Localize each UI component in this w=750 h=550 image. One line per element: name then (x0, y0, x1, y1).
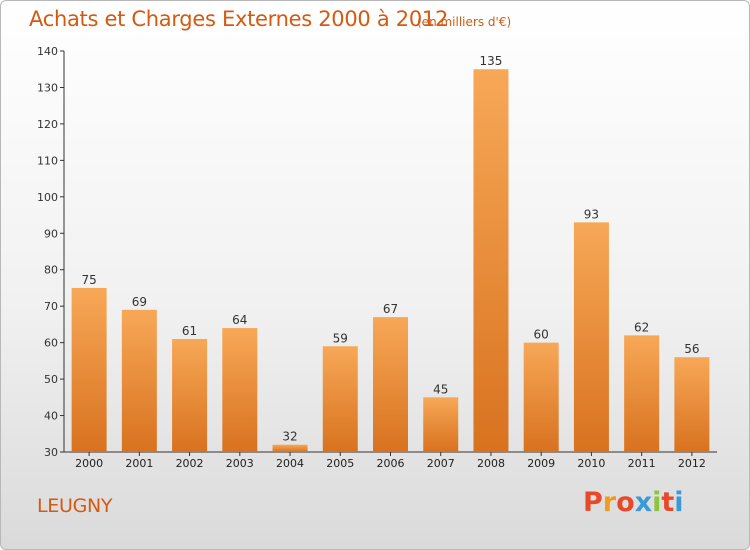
y-tick-label: 50 (44, 373, 58, 386)
x-tick-label: 2004 (276, 457, 304, 470)
x-tick-label: 2001 (125, 457, 153, 470)
x-tick-label: 2002 (176, 457, 204, 470)
data-label: 93 (584, 207, 599, 221)
proxiti-logo: Proxiti (583, 487, 684, 518)
x-tick-label: 2011 (628, 457, 656, 470)
x-tick-label: 2006 (377, 457, 405, 470)
data-label: 64 (232, 313, 247, 327)
logo-letter: x (634, 487, 653, 518)
bar (473, 69, 509, 453)
data-label: 67 (383, 302, 398, 316)
y-tick-label: 110 (37, 154, 58, 167)
y-tick-label: 80 (44, 264, 58, 277)
bar (172, 338, 208, 452)
logo-letter: o (616, 487, 635, 518)
data-label: 32 (282, 430, 297, 444)
x-tick-label: 2000 (75, 457, 103, 470)
commune-name: LEUGNY (37, 495, 113, 517)
bar (373, 317, 408, 452)
data-label: 69 (132, 295, 147, 309)
y-tick-label: 100 (37, 191, 58, 204)
data-label: 75 (81, 273, 96, 287)
bar (523, 342, 559, 452)
x-tick-label: 2003 (226, 457, 254, 470)
data-label: 61 (182, 324, 197, 338)
bar (222, 328, 258, 452)
data-label: 62 (634, 320, 649, 334)
y-tick-label: 40 (44, 410, 58, 423)
bar (121, 309, 157, 452)
bar (71, 287, 107, 452)
y-tick-label: 130 (37, 81, 58, 94)
bar (674, 357, 710, 452)
x-tick-label: 2010 (577, 457, 605, 470)
chart-unit-note: (en milliers d'€) (417, 15, 512, 29)
x-tick-label: 2005 (326, 457, 354, 470)
data-label: 56 (684, 342, 699, 356)
logo-letter: i (652, 487, 662, 518)
bar (624, 335, 660, 452)
data-label: 135 (480, 54, 503, 68)
y-tick-label: 120 (37, 118, 58, 131)
chart-bars (71, 69, 710, 453)
bar (423, 397, 459, 452)
x-tick-label: 2012 (678, 457, 706, 470)
logo-letter: t (661, 487, 675, 518)
logo-letter: i (674, 487, 684, 518)
data-label: 45 (433, 382, 448, 396)
chart-title: Achats et Charges Externes 2000 à 2012 (29, 7, 449, 31)
y-tick-label: 30 (44, 446, 58, 459)
bar (322, 346, 358, 452)
logo-letter: r (602, 487, 617, 518)
y-tick-label: 140 (37, 45, 58, 58)
x-tick-label: 2008 (477, 457, 505, 470)
logo-letter: P (583, 487, 603, 518)
chart-data-labels: 75 69 61 64 32 59 67 45 135 60 93 62 56 (81, 54, 699, 443)
x-tick-label: 2007 (427, 457, 455, 470)
y-tick-label: 70 (44, 300, 58, 313)
chart-axes: 30 40 50 60 70 80 90 100 110 120 130 140 2000 2001 200… (37, 45, 717, 470)
y-tick-label: 90 (44, 227, 58, 240)
data-label: 60 (534, 328, 549, 342)
bar (272, 444, 308, 452)
data-label: 59 (333, 331, 348, 345)
y-tick-label: 60 (44, 337, 58, 350)
bar (573, 222, 609, 452)
x-tick-label: 2009 (527, 457, 555, 470)
